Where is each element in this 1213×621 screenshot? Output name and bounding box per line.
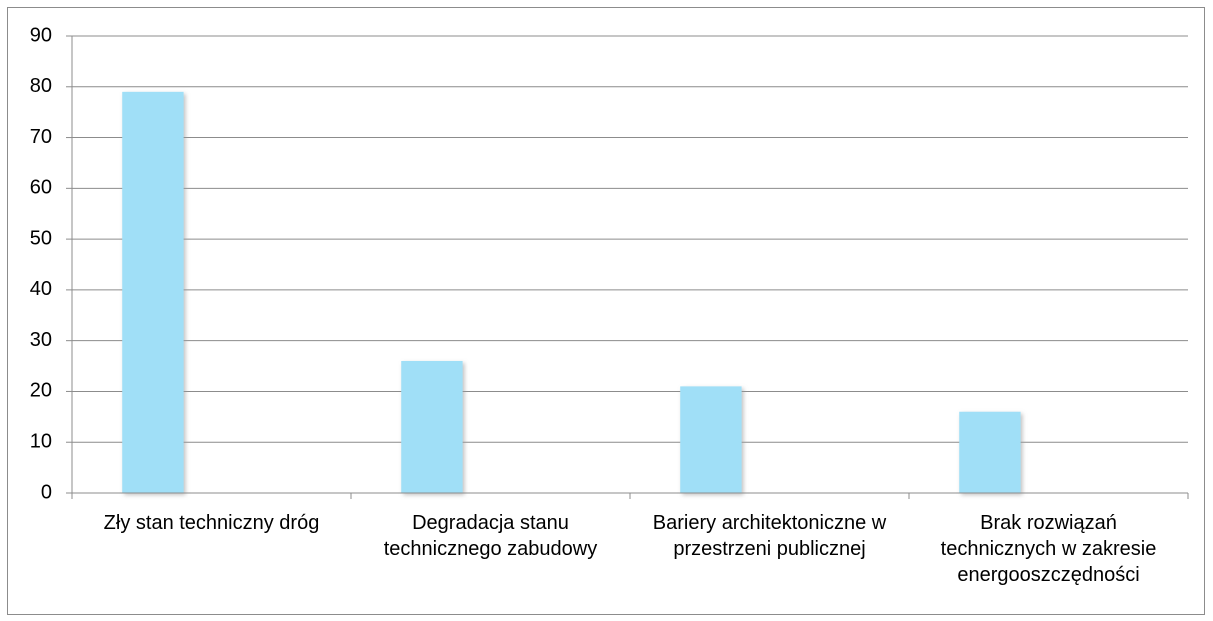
y-tick-label: 50	[30, 227, 52, 249]
bar	[680, 386, 742, 493]
x-tick-label: Brak rozwiązań technicznych w zakresie e…	[940, 512, 1157, 586]
y-tick-label: 40	[30, 278, 52, 300]
y-tick-label: 30	[30, 329, 52, 351]
y-tick-label: 60	[30, 177, 52, 199]
x-tick-label: Bariery architektoniczne w przestrzeni p…	[652, 512, 887, 560]
bar	[959, 411, 1021, 493]
y-tick-label: 90	[30, 24, 52, 46]
x-tick-label: Zły stan techniczny dróg	[103, 512, 320, 534]
y-tick-label: 80	[30, 75, 52, 97]
y-tick-label: 20	[30, 380, 52, 402]
y-tick-label: 0	[41, 481, 52, 503]
x-tick-label: Degradacja stanu technicznego zabudowy	[383, 512, 598, 560]
bar	[401, 360, 463, 493]
y-tick-label: 10	[30, 431, 52, 453]
y-tick-label: 70	[30, 126, 52, 148]
bar	[122, 91, 184, 493]
chart-frame	[7, 7, 1205, 615]
